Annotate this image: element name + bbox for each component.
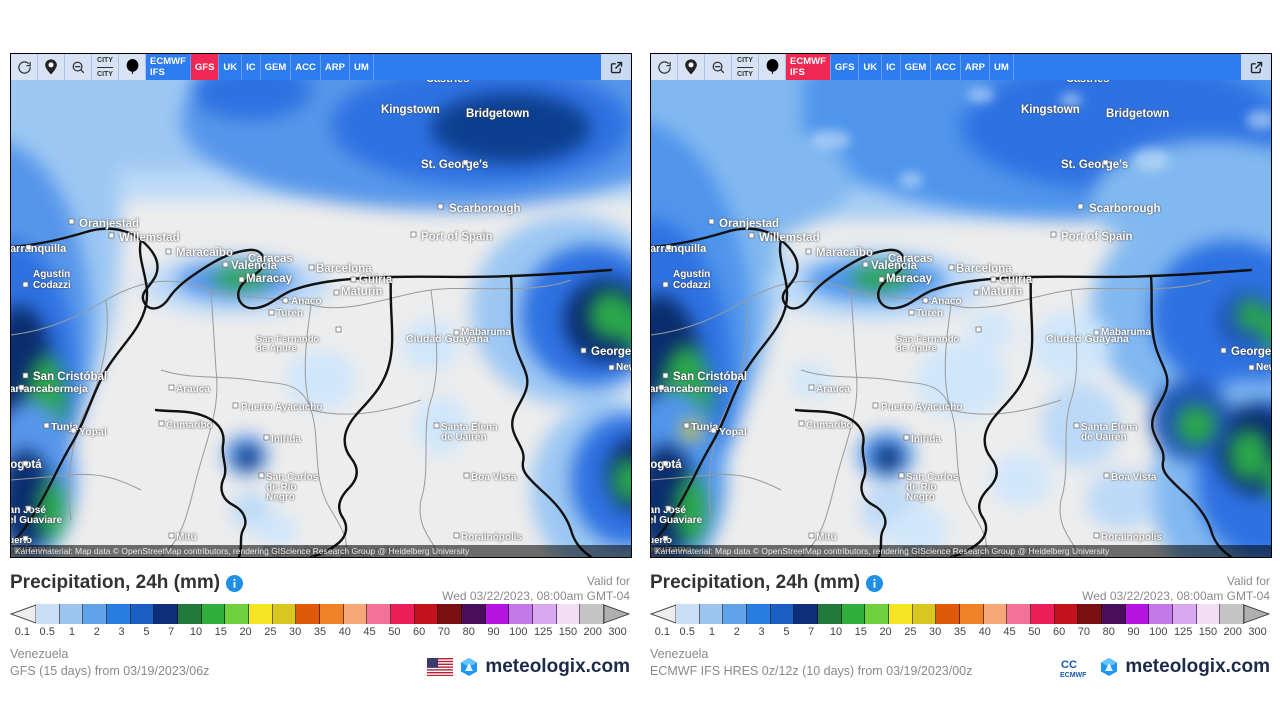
svg-text:Castries: Castries <box>1066 80 1109 85</box>
svg-text:Mabaruma: Mabaruma <box>1101 327 1151 338</box>
svg-text:Barranquilla: Barranquilla <box>11 243 67 255</box>
svg-text:Valencia: Valencia <box>231 260 278 272</box>
svg-text:Rorainópolis: Rorainópolis <box>461 532 523 543</box>
svg-text:Boa Vista: Boa Vista <box>1111 472 1157 483</box>
svg-text:New Amsterdam: New Amsterdam <box>616 362 631 373</box>
svg-text:Oranjestad: Oranjestad <box>79 218 139 230</box>
svg-text:Boa Vista: Boa Vista <box>471 472 517 483</box>
svg-text:Cumaribo: Cumaribo <box>806 420 853 431</box>
svg-text:Turén: Turén <box>916 308 943 319</box>
svg-text:San Cristóbal: San Cristóbal <box>673 371 747 383</box>
svg-text:San Cristóbal: San Cristóbal <box>33 371 107 383</box>
svg-text:Kingstown: Kingstown <box>1021 104 1080 116</box>
svg-text:Georgetown: Georgetown <box>1231 346 1271 358</box>
svg-text:Barranquilla: Barranquilla <box>651 243 707 255</box>
svg-text:de Uairén: de Uairén <box>441 432 487 443</box>
svg-text:Maracay: Maracay <box>246 273 293 285</box>
svg-text:Port of Spain: Port of Spain <box>421 231 493 243</box>
svg-text:Agustín: Agustín <box>33 269 70 280</box>
svg-text:Georgetown: Georgetown <box>591 346 631 358</box>
svg-text:Codazzi: Codazzi <box>33 280 71 291</box>
svg-text:Mabaruma: Mabaruma <box>461 327 511 338</box>
svg-text:Yopal: Yopal <box>719 426 747 438</box>
svg-text:Maturín: Maturín <box>981 286 1023 298</box>
svg-text:Negro: Negro <box>906 492 935 503</box>
svg-text:Bridgetown: Bridgetown <box>466 108 529 120</box>
svg-text:de Apure: de Apure <box>896 343 937 354</box>
svg-text:Codazzi: Codazzi <box>673 280 711 291</box>
svg-text:Bridgetown: Bridgetown <box>1106 108 1169 120</box>
svg-text:Güiria: Güiria <box>999 274 1033 286</box>
svg-text:ECMWF: ECMWF <box>1060 672 1087 678</box>
svg-text:Cumaribo: Cumaribo <box>166 420 213 431</box>
svg-text:Kingstown: Kingstown <box>381 104 440 116</box>
svg-text:Rorainópolis: Rorainópolis <box>1101 532 1163 543</box>
svg-text:Mitú: Mitú <box>176 532 197 543</box>
svg-text:de Uairén: de Uairén <box>1081 432 1127 443</box>
svg-text:Mitú: Mitú <box>816 532 837 543</box>
svg-text:Willemstad: Willemstad <box>119 232 180 244</box>
svg-text:New Amsterdam: New Amsterdam <box>1256 362 1271 373</box>
svg-text:CC: CC <box>1061 659 1077 671</box>
svg-text:Valencia: Valencia <box>871 260 918 272</box>
svg-text:Scarborough: Scarborough <box>1089 203 1161 215</box>
svg-text:de Apure: de Apure <box>256 343 297 354</box>
svg-text:Castries: Castries <box>426 80 469 85</box>
svg-text:Anaco: Anaco <box>291 296 322 307</box>
svg-text:Arauca: Arauca <box>816 384 850 395</box>
svg-text:Arauca: Arauca <box>176 384 210 395</box>
svg-text:Maracaibo: Maracaibo <box>176 247 233 259</box>
svg-text:del Guaviare: del Guaviare <box>11 515 62 526</box>
svg-text:Agustín: Agustín <box>673 269 710 280</box>
svg-text:Maracaibo: Maracaibo <box>816 247 873 259</box>
svg-text:Puerto Ayacucho: Puerto Ayacucho <box>241 402 323 413</box>
svg-text:Inírida: Inírida <box>911 434 941 445</box>
svg-text:Willemstad: Willemstad <box>759 232 820 244</box>
svg-text:Maracay: Maracay <box>886 273 933 285</box>
svg-text:Turén: Turén <box>276 308 303 319</box>
svg-text:Port of Spain: Port of Spain <box>1061 231 1133 243</box>
svg-text:Negro: Negro <box>266 492 295 503</box>
svg-text:Güiria: Güiria <box>359 274 393 286</box>
svg-text:St. George's: St. George's <box>421 159 488 171</box>
svg-text:Maturín: Maturín <box>341 286 383 298</box>
svg-text:Inírida: Inírida <box>271 434 301 445</box>
svg-text:Oranjestad: Oranjestad <box>719 218 779 230</box>
svg-text:Yopal: Yopal <box>79 426 107 438</box>
svg-text:Anaco: Anaco <box>931 296 962 307</box>
svg-text:Puerto Ayacucho: Puerto Ayacucho <box>881 402 963 413</box>
svg-text:Scarborough: Scarborough <box>449 203 521 215</box>
svg-text:del Guaviare: del Guaviare <box>651 515 702 526</box>
svg-text:St. George's: St. George's <box>1061 159 1128 171</box>
